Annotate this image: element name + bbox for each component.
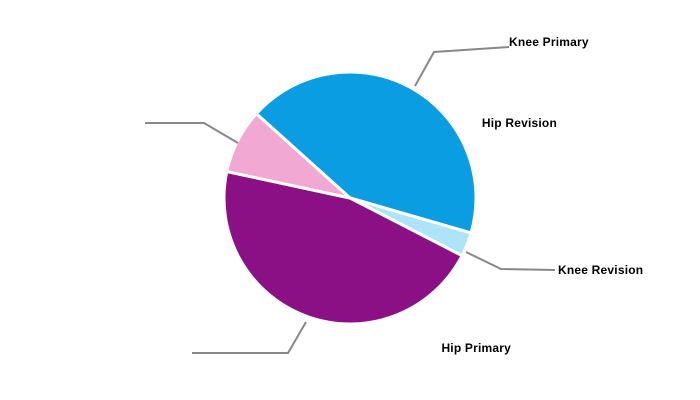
pie-slice-hip-primary — [222, 170, 464, 326]
slice-label-hip-primary: Hip Primary — [441, 341, 511, 355]
pie-slice-hip-revision — [225, 112, 352, 200]
leader-line-hip-primary — [192, 321, 307, 354]
slice-label-knee-revision: Knee Revision — [558, 263, 644, 277]
pie-slice-knee-primary — [254, 70, 478, 235]
slice-label-knee-primary: Knee Primary — [509, 35, 589, 49]
leader-line-knee-revision — [465, 251, 556, 271]
leader-line-knee-primary — [414, 46, 510, 87]
slice-label-hip-revision: Hip Revision — [481, 116, 557, 130]
leader-line-hip-revision — [145, 122, 239, 144]
